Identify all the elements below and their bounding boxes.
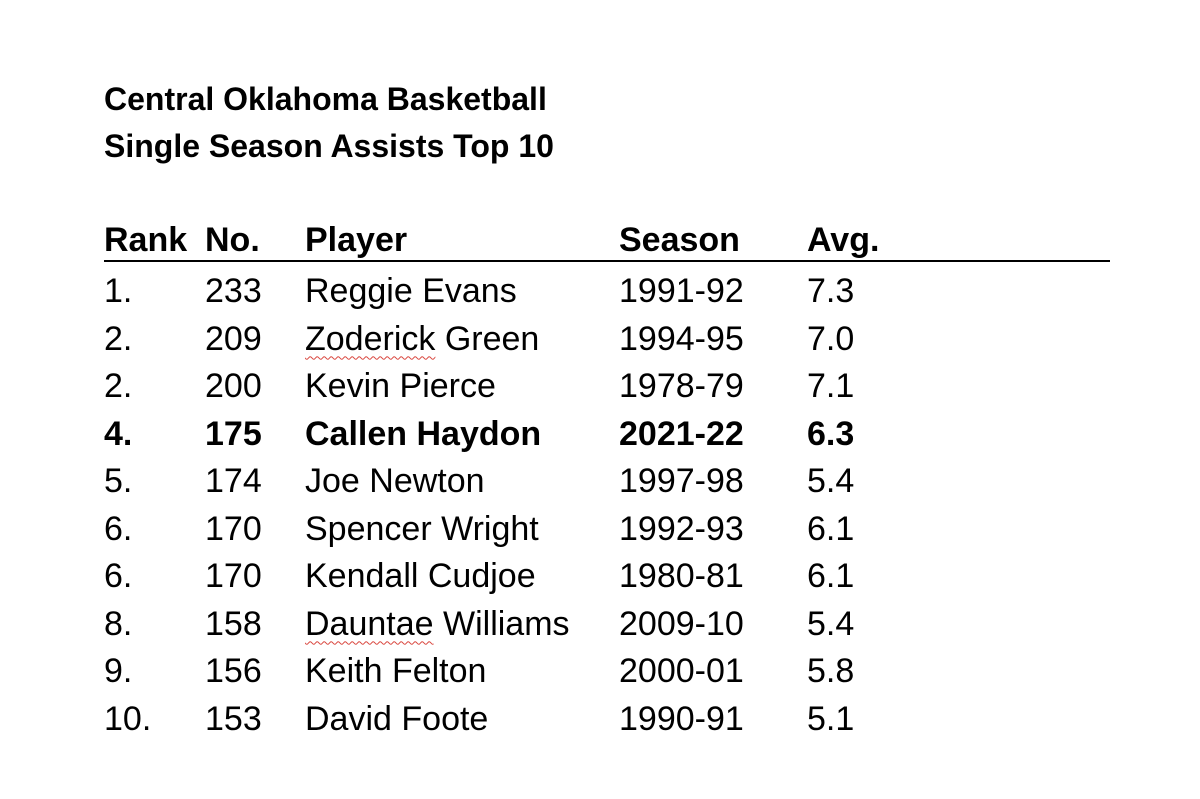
player-first-name: Reggie <box>305 272 413 310</box>
table-row: 6. 170 Spencer Wright 1992-93 6.1 <box>104 506 1110 554</box>
table-row: 5. 174 Joe Newton 1997-98 5.4 <box>104 458 1110 506</box>
rank-cell: 8. <box>104 604 133 643</box>
player-first-name: David <box>305 699 392 738</box>
average-cell: 6.1 <box>807 557 855 595</box>
average-cell: 6.1 <box>807 509 855 548</box>
rank-cell: 5. <box>104 462 133 500</box>
player-cell: Joe Newton <box>305 458 485 506</box>
average-cell: 5.1 <box>807 699 855 738</box>
player-last-name: Wright <box>441 509 539 548</box>
player-last-name: Newton <box>369 462 485 500</box>
table-row: 4. 175 Callen Haydon 2021-22 6.3 <box>104 411 1110 459</box>
rank-cell: 4. <box>104 414 133 453</box>
rank-cell: 2. <box>104 319 133 358</box>
title-block: Central Oklahoma Basketball Single Seaso… <box>104 76 554 170</box>
season-cell: 1978-79 <box>619 367 744 405</box>
player-cell: Kendall Cudjoe <box>305 553 536 601</box>
assists-cell: 174 <box>205 462 262 500</box>
table-row: 2. 200 Kevin Pierce 1978-79 7.1 <box>104 363 1110 411</box>
player-last-name: Foote <box>401 699 489 738</box>
average-cell: 5.4 <box>807 462 855 500</box>
rank-cell: 9. <box>104 652 133 690</box>
header-rank: Rank <box>104 221 188 259</box>
player-cell: Dauntae Williams <box>305 601 570 649</box>
assists-cell: 156 <box>205 652 262 690</box>
season-cell: 1994-95 <box>619 319 744 358</box>
player-last-name: Cudjoe <box>427 557 536 595</box>
player-first-name: Dauntae <box>305 604 434 643</box>
header-avg: Avg. <box>807 221 880 259</box>
player-first-name: Joe <box>305 462 360 500</box>
average-cell: 6.3 <box>807 414 855 453</box>
player-cell: Reggie Evans <box>305 268 517 316</box>
player-last-name: Felton <box>391 652 487 690</box>
player-last-name: Evans <box>422 272 517 310</box>
document-subtitle: Single Season Assists Top 10 <box>104 128 554 164</box>
rank-cell: 10. <box>104 699 152 738</box>
player-first-name: Zoderick <box>305 319 436 358</box>
table-row: 1. 233 Reggie Evans 1991-92 7.3 <box>104 268 1110 316</box>
table-body: 1. 233 Reggie Evans 1991-92 7.3 2. 209 Zoderick… <box>104 268 1110 743</box>
table-row: 10. 153 David Foote 1990-91 5.1 <box>104 696 1110 744</box>
average-cell: 7.0 <box>807 319 855 358</box>
header-season: Season <box>619 221 740 259</box>
player-first-name: Kevin <box>305 367 391 405</box>
assists-cell: 209 <box>205 319 262 358</box>
assists-cell: 175 <box>205 414 262 453</box>
player-first-name: Spencer <box>305 509 432 548</box>
player-cell: Keith Felton <box>305 648 486 696</box>
player-first-name: Kendall <box>305 557 419 595</box>
player-first-name: Callen <box>305 414 408 453</box>
player-cell: Zoderick Green <box>305 316 539 364</box>
average-cell: 5.8 <box>807 652 855 690</box>
average-cell: 7.1 <box>807 367 855 405</box>
player-cell: David Foote <box>305 696 488 744</box>
rank-cell: 1. <box>104 272 133 310</box>
average-cell: 7.3 <box>807 272 855 310</box>
player-last-name: Green <box>444 319 540 358</box>
season-cell: 1990-91 <box>619 699 744 738</box>
player-last-name: Williams <box>443 604 570 643</box>
season-cell: 2021-22 <box>619 414 744 453</box>
table-row: 9. 156 Keith Felton 2000-01 5.8 <box>104 648 1110 696</box>
season-cell: 1991-92 <box>619 272 744 310</box>
season-cell: 1980-81 <box>619 557 744 595</box>
assists-table: Rank No. Player Season Avg. 1. 233 Reggie … <box>104 218 1110 743</box>
player-cell: Kevin Pierce <box>305 363 496 411</box>
season-cell: 1997-98 <box>619 462 744 500</box>
season-cell: 2000-01 <box>619 652 744 690</box>
player-first-name: Keith <box>305 652 383 690</box>
table-header-row: Rank No. Player Season Avg. <box>104 218 1110 262</box>
player-cell: Spencer Wright <box>305 506 539 554</box>
table-row: 2. 209 Zoderick Green 1994-95 7.0 <box>104 316 1110 364</box>
header-no: No. <box>205 221 260 259</box>
average-cell: 5.4 <box>807 604 855 643</box>
season-cell: 2009-10 <box>619 604 744 643</box>
rank-cell: 6. <box>104 509 133 548</box>
assists-cell: 233 <box>205 272 262 310</box>
assists-cell: 170 <box>205 509 262 548</box>
rank-cell: 6. <box>104 557 133 595</box>
player-last-name: Haydon <box>416 414 542 453</box>
assists-cell: 153 <box>205 699 262 738</box>
assists-cell: 158 <box>205 604 262 643</box>
table-row: 6. 170 Kendall Cudjoe 1980-81 6.1 <box>104 553 1110 601</box>
player-last-name: Pierce <box>399 367 496 405</box>
rank-cell: 2. <box>104 367 133 405</box>
season-cell: 1992-93 <box>619 509 744 548</box>
player-cell: Callen Haydon <box>305 411 541 459</box>
document-title: Central Oklahoma Basketball <box>104 81 547 117</box>
table-row: 8. 158 Dauntae Williams 2009-10 5.4 <box>104 601 1110 649</box>
assists-cell: 200 <box>205 367 262 405</box>
header-player: Player <box>305 221 408 259</box>
assists-cell: 170 <box>205 557 262 595</box>
